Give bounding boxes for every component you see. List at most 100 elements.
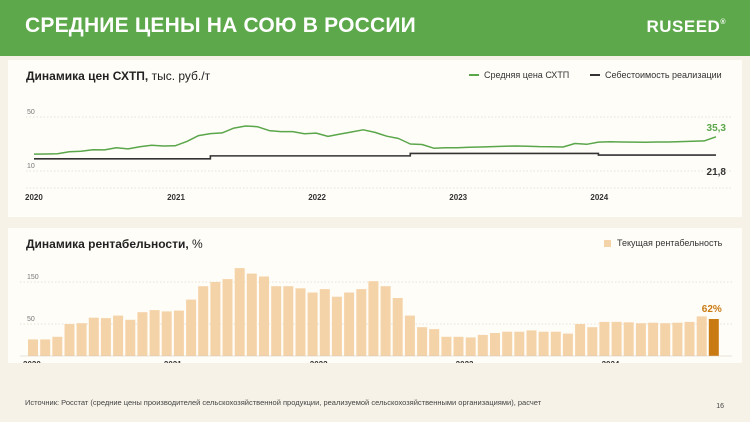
profitability-bar <box>344 292 355 356</box>
profitability-bar <box>477 334 488 356</box>
profitability-bar <box>502 331 513 356</box>
legend-green-line-icon <box>469 74 479 76</box>
profitability-bar <box>429 329 440 356</box>
profitability-legend-label: Текущая рентабельность <box>617 238 723 248</box>
price-end-value-label: 35,3 <box>707 123 727 134</box>
profitability-bar <box>453 336 464 356</box>
brand-logo: RUSEED® <box>646 17 726 37</box>
profitability-bar <box>28 339 38 356</box>
profitability-xtick-label: 2021 <box>164 360 182 363</box>
profitability-bar <box>307 292 318 356</box>
profitability-bar <box>88 317 99 356</box>
price-chart-title-bold: Динамика цен СХТП, <box>26 69 149 83</box>
profitability-bar <box>380 286 391 356</box>
profitability-bar <box>356 289 367 356</box>
profitability-bar <box>514 331 525 356</box>
profitability-bar <box>246 273 257 356</box>
price-series-line <box>33 125 717 155</box>
profitability-bar <box>222 279 233 356</box>
price-chart-panel: Динамика цен СХТП, тыс. руб./т Средняя ц… <box>8 60 742 217</box>
price-chart-title-unit: тыс. руб./т <box>148 69 211 83</box>
price-line-chart: 50 10 2020 2021 2022 2023 2024 35,3 21,8 <box>25 109 732 202</box>
profitability-legend-item: Текущая рентабельность <box>604 238 722 248</box>
page-number: 16 <box>716 403 724 410</box>
profitability-bar <box>198 286 209 356</box>
profitability-xtick-label: 2024 <box>602 360 620 363</box>
profitability-bar <box>611 321 622 356</box>
profitability-bar <box>404 315 415 356</box>
header-bar: СРЕДНИЕ ЦЕНЫ НА СОЮ В РОССИИ RUSEED® <box>0 0 750 56</box>
price-legend-item-1: Средняя цена СХТП <box>469 70 569 80</box>
profitability-chart-title: Динамика рентабельности, % <box>26 237 203 251</box>
profitability-bar <box>441 336 452 356</box>
registered-mark: ® <box>720 19 726 26</box>
profitability-bar <box>562 333 573 356</box>
profitability-bar <box>635 323 646 356</box>
profitability-bar-chart: 150 50 2020 2021 2022 2023 2024 62% <box>20 268 732 363</box>
price-xtick-label: 2021 <box>167 193 185 202</box>
profitability-bar <box>113 315 124 356</box>
profitability-bar <box>76 323 87 356</box>
profitability-bar <box>295 288 306 356</box>
profitability-bar <box>599 321 610 356</box>
price-chart-title: Динамика цен СХТП, тыс. руб./т <box>26 69 210 83</box>
legend-bar-swatch-icon <box>604 239 611 247</box>
profitability-bar <box>319 289 330 356</box>
profitability-bar <box>186 299 197 356</box>
profitability-bar <box>648 322 659 356</box>
profitability-bar <box>331 296 342 356</box>
price-legend-item-2: Себестоимость реализации <box>590 70 722 80</box>
profitability-bar <box>587 327 598 356</box>
profitability-bar <box>234 268 245 356</box>
legend-dark-line-icon <box>590 74 600 76</box>
profitability-bar <box>368 281 379 356</box>
profitability-chart-title-unit: % <box>188 237 203 251</box>
profitability-bar <box>672 322 683 356</box>
profitability-end-value-label: 62% <box>702 304 722 315</box>
profitability-bar <box>392 298 403 356</box>
profitability-bar <box>173 310 184 356</box>
profitability-chart-panel: Динамика рентабельности, % Текущая рента… <box>8 228 742 363</box>
profitability-bar <box>149 310 160 356</box>
profitability-xtick-label: 2022 <box>310 360 328 363</box>
brand-logo-text: RUSEED <box>646 17 721 36</box>
profitability-bar <box>538 331 549 356</box>
profitability-ytick-label: 50 <box>27 316 35 323</box>
price-ytick-label: 10 <box>27 163 35 170</box>
profitability-bar <box>575 324 586 356</box>
profitability-bar <box>259 276 269 356</box>
profitability-bar <box>137 312 148 356</box>
profitability-bar <box>100 318 111 356</box>
price-xtick-label: 2023 <box>449 193 467 202</box>
price-legend-label-1: Средняя цена СХТП <box>484 70 570 80</box>
cost-series-line <box>34 152 716 160</box>
price-xtick-label: 2024 <box>590 193 608 202</box>
profitability-chart-title-bold: Динамика рентабельности, <box>26 237 189 251</box>
profitability-bar <box>526 330 537 356</box>
profitability-ytick-label: 150 <box>27 274 39 281</box>
profitability-xtick-label: 2023 <box>456 360 474 363</box>
profitability-xtick-label: 2020 <box>23 360 41 363</box>
profitability-bar <box>465 337 476 356</box>
profitability-bar <box>40 339 51 356</box>
profitability-bar <box>684 321 695 356</box>
profitability-bar <box>623 322 634 356</box>
profitability-bar <box>708 319 719 356</box>
profitability-bar <box>52 336 63 356</box>
profitability-bar <box>125 319 136 356</box>
price-ytick-label: 50 <box>27 109 35 116</box>
page-title: СРЕДНИЕ ЦЕНЫ НА СОЮ В РОССИИ <box>25 14 416 37</box>
profitability-bar <box>271 286 282 356</box>
price-legend-label-2: Себестоимость реализации <box>605 70 722 80</box>
profitability-bar <box>64 324 75 356</box>
price-xtick-label: 2022 <box>308 193 326 202</box>
profitability-bar <box>660 323 671 356</box>
profitability-bar <box>696 316 707 356</box>
profitability-bar <box>161 311 172 356</box>
profitability-bar <box>210 282 221 356</box>
cost-end-value-label: 21,8 <box>707 167 727 178</box>
profitability-bar <box>550 331 561 356</box>
profitability-bar <box>283 286 294 356</box>
source-note: Источник: Росстат (средние цены производ… <box>25 398 542 407</box>
price-xtick-label: 2020 <box>25 193 43 202</box>
